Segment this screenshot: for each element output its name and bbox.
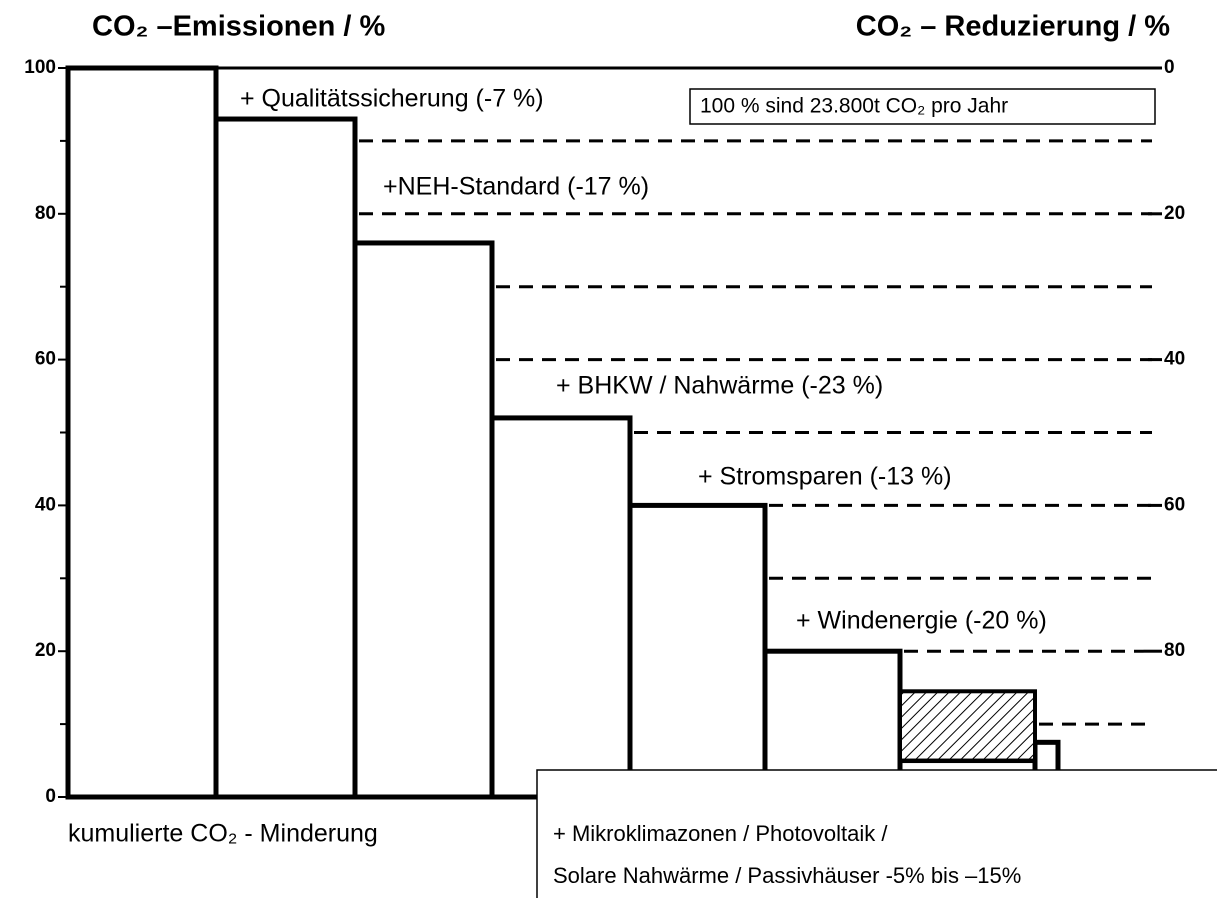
footnote-line: + Mikroklimazonen / Photovoltaik / (553, 821, 888, 846)
annotation: +NEH-Standard (-17 %) (383, 173, 649, 201)
y-tick-label: 80 (35, 203, 56, 224)
y2-tick-label: 40 (1164, 349, 1185, 370)
y-tick-label: 100 (24, 57, 56, 78)
annotation: + Qualitätssicherung (-7 %) (240, 85, 544, 113)
bar (213, 116, 358, 800)
y2-tick-label: 0 (1164, 57, 1175, 78)
right-axis-title: CO₂ – Reduzierung / % (856, 11, 1170, 43)
chart-title: CO₂ –Emissionen / % (92, 11, 386, 43)
bar (627, 502, 768, 800)
hatched-bar (898, 689, 1037, 763)
y2-tick-label: 60 (1164, 494, 1185, 515)
note-box (689, 88, 1156, 125)
annotation: + Windenergie (-20 %) (796, 607, 1047, 635)
y-tick-label: 20 (35, 640, 56, 661)
y-tick-label: 0 (45, 786, 56, 807)
footnote-box (536, 769, 1217, 898)
note: 100 % sind 23.800t CO₂ pro Jahr (700, 95, 1008, 118)
y-tick-label: 40 (35, 494, 56, 515)
y2-tick-label: 80 (1164, 640, 1185, 661)
bar (489, 415, 633, 800)
footnote-line: Solare Nahwärme / Passivhäuser -5% bis –… (553, 863, 1021, 888)
annotation: + BHKW / Nahwärme (-23 %) (556, 372, 883, 400)
bar (352, 240, 495, 800)
y2-tick-label: 20 (1164, 203, 1185, 224)
plot: 020406080100020406080100+ Qualitätssiche… (24, 57, 1195, 807)
y-tick-label: 60 (35, 349, 56, 370)
annotation: + Stromsparen (-13 %) (698, 463, 952, 491)
bar (65, 65, 219, 800)
x-axis-label: kumulierte CO₂ - Minderung (68, 820, 378, 848)
